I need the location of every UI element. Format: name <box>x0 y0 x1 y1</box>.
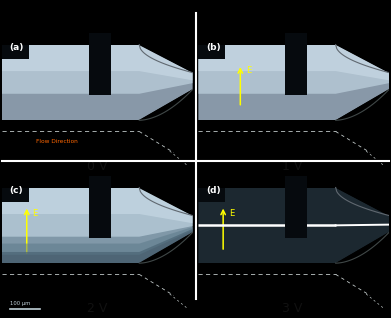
Polygon shape <box>2 188 193 263</box>
Text: E: E <box>246 66 251 75</box>
Polygon shape <box>335 232 389 263</box>
Text: (a): (a) <box>10 43 24 52</box>
Bar <box>89 176 111 238</box>
Text: 100 μm: 100 μm <box>10 301 30 306</box>
Bar <box>198 188 225 202</box>
Text: 2 V: 2 V <box>87 302 107 315</box>
Polygon shape <box>2 45 193 94</box>
Polygon shape <box>2 188 193 237</box>
Text: Flow Direction: Flow Direction <box>36 139 78 144</box>
Bar <box>198 120 389 174</box>
Polygon shape <box>139 89 193 120</box>
Polygon shape <box>139 45 193 73</box>
Polygon shape <box>198 188 389 263</box>
Polygon shape <box>335 45 389 73</box>
Bar <box>2 263 193 316</box>
Bar <box>285 176 307 238</box>
Polygon shape <box>335 89 389 120</box>
Bar <box>198 263 389 316</box>
Bar <box>2 45 29 59</box>
Text: 1 V: 1 V <box>282 160 303 173</box>
Polygon shape <box>2 45 193 120</box>
Polygon shape <box>335 188 389 216</box>
Bar <box>2 176 193 188</box>
Text: E: E <box>32 209 38 218</box>
Bar <box>2 188 29 202</box>
Bar <box>2 120 193 174</box>
Bar <box>198 33 389 45</box>
Text: E: E <box>229 209 234 218</box>
Text: (d): (d) <box>206 186 221 195</box>
Polygon shape <box>2 45 193 80</box>
Bar <box>285 33 307 95</box>
Text: (b): (b) <box>206 43 221 52</box>
Bar <box>89 33 111 95</box>
Polygon shape <box>198 45 389 80</box>
Polygon shape <box>2 188 193 223</box>
Polygon shape <box>198 45 389 120</box>
Polygon shape <box>198 45 389 94</box>
Text: 0 V: 0 V <box>87 160 107 173</box>
Bar <box>198 45 225 59</box>
Text: (c): (c) <box>10 186 23 195</box>
Polygon shape <box>139 232 193 263</box>
Bar <box>2 33 193 45</box>
Polygon shape <box>2 229 193 263</box>
Polygon shape <box>139 188 193 216</box>
Bar <box>198 176 389 188</box>
Text: 3 V: 3 V <box>282 302 303 315</box>
Polygon shape <box>2 227 193 255</box>
